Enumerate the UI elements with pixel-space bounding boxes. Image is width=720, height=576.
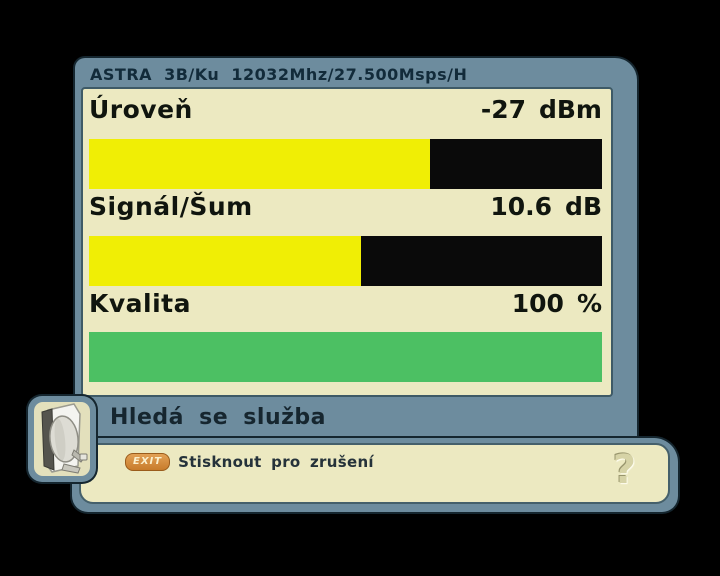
snr-bar-fill: [89, 236, 361, 286]
exit-hint-text: Stisknout pro zrušení: [178, 453, 374, 471]
exit-hint: EXIT Stisknout pro zrušení: [125, 453, 374, 471]
snr-value: 10.6 dB: [490, 192, 602, 221]
meter-content-area: Úroveň -27 dBm Signál/Šum 10.6 dB: [81, 87, 613, 397]
status-message: Hledá se služba: [110, 405, 326, 430]
quality-value-number: 100: [511, 289, 564, 318]
satellite-dish-icon: [34, 402, 90, 476]
snr-value-unit: dB: [565, 192, 602, 221]
level-meter: Úroveň -27 dBm: [89, 95, 602, 189]
level-label: Úroveň: [89, 95, 193, 124]
level-value-number: -27: [480, 95, 526, 124]
quality-meter: Kvalita 100 %: [89, 289, 602, 382]
level-value-unit: dBm: [538, 95, 602, 124]
quality-value: 100 %: [512, 289, 602, 318]
transponder-title: ASTRA 3B/Ku 12032Mhz/27.500Msps/H: [90, 65, 468, 84]
exit-key-badge[interactable]: EXIT: [125, 453, 171, 471]
snr-label: Signál/Šum: [89, 192, 253, 221]
quality-label: Kvalita: [89, 289, 191, 318]
level-value: -27 dBm: [481, 95, 602, 124]
help-question-icon: ?: [612, 447, 636, 493]
quality-value-unit: %: [576, 289, 602, 318]
snr-bar: [89, 236, 602, 286]
level-bar-fill: [89, 139, 431, 189]
hint-inner-area: EXIT Stisknout pro zrušení ?: [79, 443, 670, 504]
snr-meter: Signál/Šum 10.6 dB: [89, 192, 602, 286]
snr-value-number: 10.6: [490, 192, 553, 221]
quality-bar-fill: [89, 332, 602, 382]
level-bar: [89, 139, 602, 189]
satellite-dish-graphic: [41, 403, 88, 474]
hint-panel: EXIT Stisknout pro zrušení ?: [72, 438, 678, 512]
quality-bar: [89, 332, 602, 382]
dish-icon-box: [28, 396, 96, 482]
signal-meter-panel: ASTRA 3B/Ku 12032Mhz/27.500Msps/H Úroveň…: [75, 58, 637, 438]
